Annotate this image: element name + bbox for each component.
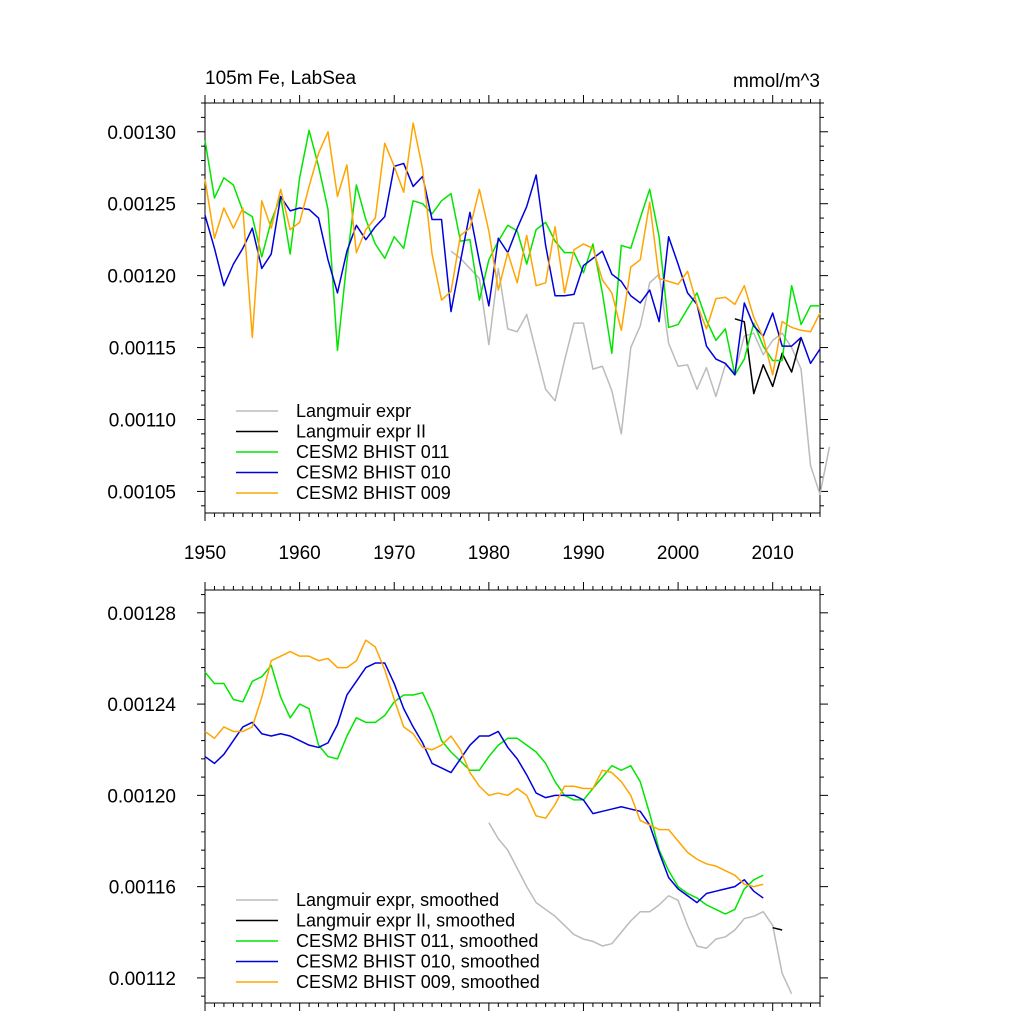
series-line: [204, 122, 821, 376]
y-tick-label: 0.00105: [107, 482, 176, 503]
legend-label: Langmuir expr II: [296, 422, 426, 442]
y-tick-label: 0.00116: [109, 878, 176, 899]
series-line: [204, 639, 764, 888]
series-line: [488, 822, 793, 995]
x-tick-label: 1950: [184, 543, 226, 564]
series-line: [204, 162, 821, 376]
legend-label: CESM2 BHIST 009: [296, 483, 451, 503]
y-tick-label: 0.00128: [107, 604, 176, 625]
x-tick-label: 2000: [657, 543, 699, 564]
series-line: [772, 926, 783, 931]
legend-label: CESM2 BHIST 010, smoothed: [296, 952, 540, 972]
plot-frame: [204, 589, 821, 1004]
legend-label: CESM2 BHIST 011, smoothed: [296, 931, 538, 951]
y-tick-label: 0.00115: [109, 339, 176, 360]
y-tick-label: 0.00124: [107, 695, 176, 716]
bottom-panel: 0.00112 0.00116 0.00120 0.00124 0.00128 Langm…: [107, 582, 828, 1011]
series-line: [204, 662, 764, 904]
legend-label: CESM2 BHIST 011: [296, 442, 449, 462]
y-tick-label: 0.00120: [107, 786, 176, 807]
y-tick-label: 0.00130: [107, 123, 176, 144]
legend-label: Langmuir expr II, smoothed: [296, 911, 515, 931]
legend-label: CESM2 BHIST 010: [296, 463, 451, 483]
series-line: [204, 129, 820, 376]
y-tick-label: 0.00120: [107, 267, 176, 288]
x-tick-label: 1990: [562, 543, 604, 564]
y-tick-label: 0.00112: [109, 969, 176, 990]
legend-label: CESM2 BHIST 009, smoothed: [296, 972, 540, 992]
legend-label: Langmuir expr: [296, 401, 411, 421]
series-line: [204, 664, 764, 915]
y-tick-label: 0.00125: [107, 195, 176, 216]
series-line: [734, 318, 802, 395]
legend-label: Langmuir expr, smoothed: [296, 890, 499, 910]
x-tick-label: 1970: [373, 543, 415, 564]
x-tick-label: 1960: [278, 543, 320, 564]
plot-frame: [204, 102, 821, 514]
chart-title: 105m Fe, LabSea: [205, 68, 356, 89]
x-tick-label: 2010: [752, 543, 794, 564]
y-tick-label: 0.00110: [109, 410, 176, 431]
top-panel: 1950 1960 1970 1980 1990 2000 2010 0.00105 0.001…: [107, 68, 831, 564]
chart-units: mmol/m^3: [733, 71, 820, 92]
x-tick-label: 1980: [468, 543, 510, 564]
